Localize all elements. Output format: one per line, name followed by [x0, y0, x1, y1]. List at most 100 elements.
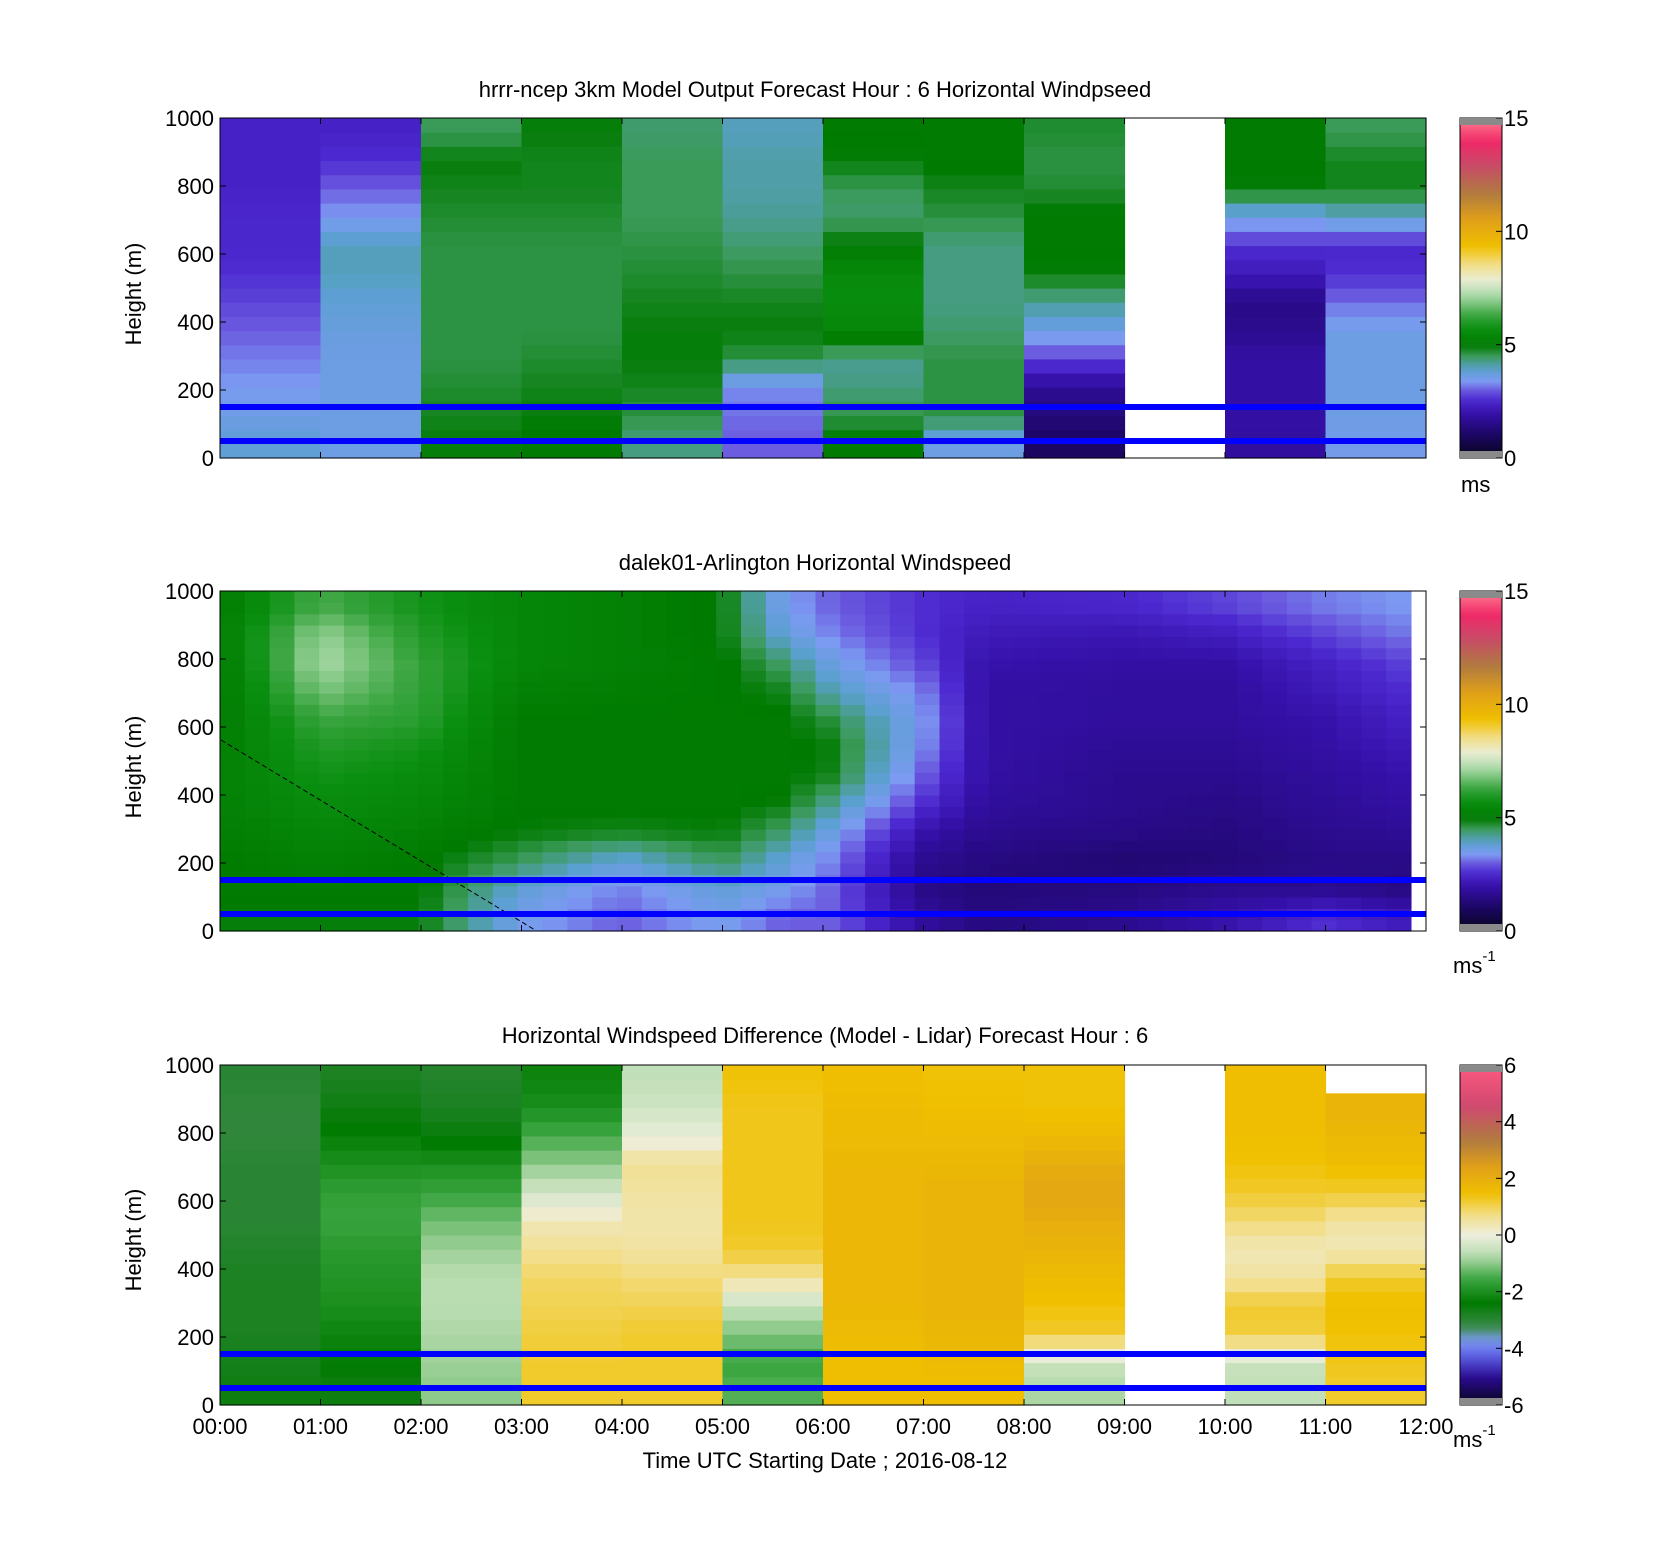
heatmap-cell	[1024, 174, 1126, 190]
heatmap-cell	[923, 1065, 1025, 1080]
heatmap-cell	[1024, 1291, 1126, 1307]
heatmap-cell	[1311, 647, 1338, 660]
heatmap-cell	[1138, 738, 1164, 751]
heatmap-cell	[1336, 885, 1362, 898]
heatmap-cell	[1225, 132, 1327, 147]
heatmap-cell	[765, 591, 792, 603]
heatmap-cell	[220, 897, 246, 909]
heatmap-cell	[1113, 693, 1139, 705]
heatmap-cell	[1212, 693, 1238, 705]
heatmap-cell	[691, 602, 717, 615]
heatmap-cell	[741, 772, 767, 785]
heatmap-cell	[492, 749, 519, 762]
heatmap-cell	[765, 670, 792, 683]
heatmap-cell	[1024, 387, 1126, 402]
panel-difference-reference-lines	[220, 1351, 1426, 1391]
heatmap-cell	[1088, 704, 1114, 717]
heatmap-cell	[294, 851, 320, 864]
heatmap-cell	[1063, 693, 1089, 705]
heatmap-cell	[616, 591, 643, 603]
heatmap-cell	[517, 772, 544, 785]
heatmap-cell	[421, 1390, 523, 1406]
heatmap-cell	[923, 1079, 1025, 1094]
heatmap-cell	[790, 659, 817, 671]
x-tick-label: 08:00	[996, 1414, 1051, 1439]
heatmap-cell	[1361, 715, 1387, 728]
heatmap-cell	[1138, 806, 1164, 819]
heatmap-cell	[1361, 647, 1387, 660]
heatmap-cell	[1237, 591, 1263, 603]
heatmap-cell	[1286, 783, 1313, 796]
heatmap-cell	[914, 613, 941, 626]
heatmap-cell	[964, 783, 990, 796]
heatmap-cell	[421, 1320, 523, 1335]
heatmap-cell	[517, 625, 544, 637]
heatmap-cell	[1237, 602, 1263, 615]
heatmap-cell	[641, 727, 668, 739]
heatmap-cell	[716, 897, 742, 909]
heatmap-cell	[1286, 613, 1313, 626]
heatmap-cell	[269, 636, 296, 649]
heatmap-cell	[666, 795, 693, 807]
heatmap-cell	[468, 851, 494, 864]
heatmap-cell	[1088, 919, 1114, 932]
panel-difference-x-ticks	[219, 1065, 1427, 1405]
heatmap-cell	[244, 693, 271, 705]
heatmap-cell	[1262, 704, 1288, 717]
heatmap-cell	[741, 625, 767, 637]
heatmap-cell	[889, 625, 916, 637]
heatmap-cell	[1262, 670, 1288, 683]
heatmap-cell	[1088, 738, 1114, 751]
heatmap-cell	[1386, 738, 1412, 751]
heatmap-cell	[964, 795, 990, 807]
heatmap-cell	[521, 273, 623, 289]
heatmap-cell	[823, 1150, 925, 1165]
heatmap-cell	[492, 919, 519, 932]
heatmap-cell	[220, 387, 322, 402]
heatmap-cell	[914, 761, 941, 773]
heatmap-cell	[964, 693, 990, 705]
heatmap-cell	[923, 1192, 1025, 1208]
heatmap-cell	[622, 259, 724, 275]
heatmap-cell	[914, 783, 941, 796]
heatmap-cell	[421, 344, 523, 360]
heatmap-cell	[722, 358, 824, 374]
heatmap-cell	[741, 817, 767, 830]
heatmap-cell	[1361, 783, 1387, 796]
heatmap-cell	[1325, 358, 1427, 374]
heatmap-cell	[344, 897, 370, 909]
heatmap-cell	[815, 625, 841, 637]
heatmap-cell	[517, 613, 544, 626]
heatmap-cell	[1013, 715, 1040, 728]
heatmap-cell	[815, 738, 841, 751]
heatmap-cell	[823, 1305, 925, 1321]
heatmap-cell	[1237, 806, 1263, 819]
heatmap-cell	[1262, 681, 1288, 694]
heatmap-cell	[1225, 1320, 1327, 1335]
heatmap-cell	[722, 146, 824, 162]
heatmap-cell	[1225, 1277, 1327, 1293]
heatmap-cell	[1187, 863, 1214, 875]
heatmap-cell	[1013, 817, 1040, 830]
heatmap-cell	[320, 1220, 422, 1236]
heatmap-cell	[542, 783, 568, 796]
heatmap-cell	[592, 602, 618, 615]
heatmap-cell	[716, 636, 742, 649]
heatmap-cell	[368, 738, 395, 751]
heatmap-cell	[823, 1334, 925, 1349]
heatmap-cell	[1386, 625, 1412, 637]
heatmap-cell	[865, 772, 891, 785]
heatmap-cell	[220, 1263, 322, 1279]
heatmap-cell	[989, 817, 1015, 830]
heatmap-cell	[641, 919, 668, 932]
heatmap-cell	[1063, 919, 1089, 932]
heatmap-cell	[244, 749, 271, 762]
heatmap-cell	[1311, 897, 1338, 909]
heatmap-cell	[368, 693, 395, 705]
heatmap-cell	[1088, 783, 1114, 796]
heatmap-cell	[220, 1079, 322, 1094]
y-tick-label: 0	[202, 1393, 214, 1418]
heatmap-cell	[319, 772, 345, 785]
